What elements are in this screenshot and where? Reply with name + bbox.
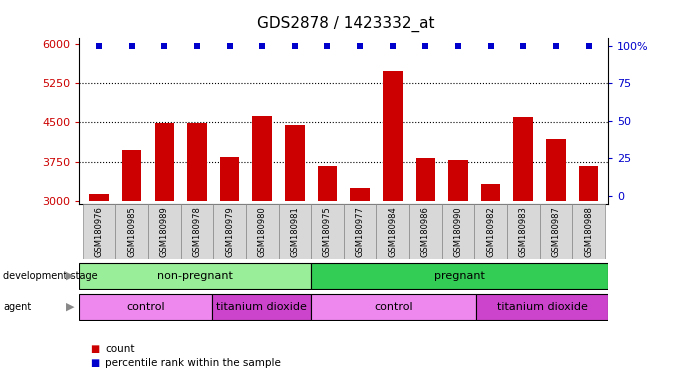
Text: count: count: [105, 344, 135, 354]
Text: GSM180986: GSM180986: [421, 206, 430, 257]
Text: GSM180984: GSM180984: [388, 206, 397, 257]
Bar: [318, 166, 337, 201]
Bar: [311, 293, 476, 320]
Text: development stage: development stage: [3, 271, 98, 281]
Bar: [481, 184, 500, 201]
Bar: [115, 204, 148, 259]
Bar: [474, 204, 507, 259]
Text: GSM180975: GSM180975: [323, 206, 332, 257]
Bar: [278, 204, 311, 259]
Text: GSM180976: GSM180976: [95, 206, 104, 257]
Text: GSM180990: GSM180990: [453, 206, 462, 257]
Bar: [252, 116, 272, 201]
Bar: [285, 126, 305, 201]
Text: GDS2878 / 1423332_at: GDS2878 / 1423332_at: [257, 15, 434, 31]
Text: GSM180979: GSM180979: [225, 206, 234, 257]
Bar: [513, 116, 533, 201]
Text: GSM180987: GSM180987: [551, 206, 560, 257]
Text: GSM180978: GSM180978: [192, 206, 202, 257]
Text: percentile rank within the sample: percentile rank within the sample: [105, 358, 281, 368]
Text: non-pregnant: non-pregnant: [157, 271, 233, 281]
Bar: [311, 204, 344, 259]
Bar: [448, 160, 468, 201]
Text: ▶: ▶: [66, 271, 75, 281]
Text: ■: ■: [90, 344, 99, 354]
Text: control: control: [126, 302, 165, 312]
Bar: [79, 293, 211, 320]
Bar: [187, 123, 207, 201]
Text: ■: ■: [90, 358, 99, 368]
Bar: [211, 293, 311, 320]
Text: agent: agent: [3, 302, 32, 312]
Bar: [507, 204, 540, 259]
Bar: [578, 166, 598, 201]
Bar: [311, 263, 608, 290]
Text: GSM180988: GSM180988: [584, 206, 593, 257]
Bar: [180, 204, 214, 259]
Bar: [220, 157, 239, 201]
Bar: [155, 123, 174, 201]
Bar: [415, 158, 435, 201]
Bar: [122, 150, 142, 201]
Bar: [79, 263, 311, 290]
Bar: [476, 293, 608, 320]
Text: titanium dioxide: titanium dioxide: [497, 302, 587, 312]
Text: GSM180981: GSM180981: [290, 206, 299, 257]
Bar: [442, 204, 474, 259]
Text: GSM180983: GSM180983: [519, 206, 528, 257]
Text: GSM180977: GSM180977: [356, 206, 365, 257]
Text: ▶: ▶: [66, 302, 75, 312]
Bar: [546, 139, 566, 201]
Bar: [214, 204, 246, 259]
Bar: [350, 188, 370, 201]
Text: titanium dioxide: titanium dioxide: [216, 302, 307, 312]
Bar: [148, 204, 180, 259]
Text: GSM180985: GSM180985: [127, 206, 136, 257]
Text: GSM180980: GSM180980: [258, 206, 267, 257]
Text: pregnant: pregnant: [434, 271, 485, 281]
Text: control: control: [374, 302, 413, 312]
Text: GSM180989: GSM180989: [160, 206, 169, 257]
Text: GSM180982: GSM180982: [486, 206, 495, 257]
Bar: [409, 204, 442, 259]
Bar: [89, 194, 108, 201]
Bar: [246, 204, 278, 259]
Bar: [377, 204, 409, 259]
Bar: [572, 204, 605, 259]
Bar: [540, 204, 572, 259]
Bar: [83, 204, 115, 259]
Bar: [344, 204, 377, 259]
Bar: [383, 71, 402, 201]
